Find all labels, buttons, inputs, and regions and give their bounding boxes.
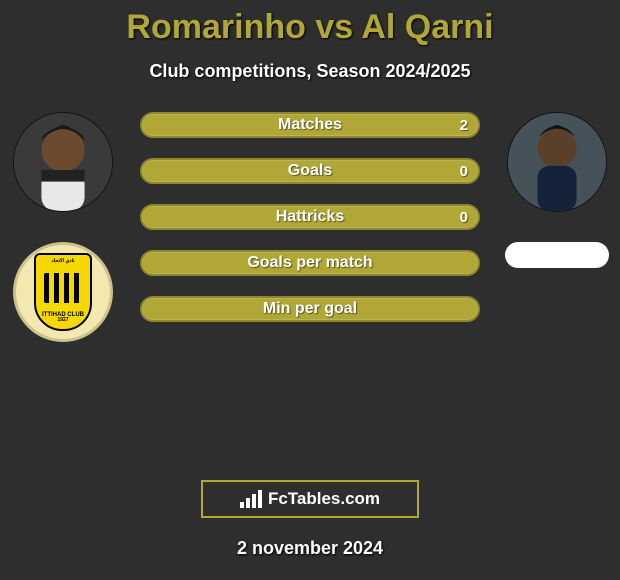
right-player-photo [507,112,607,212]
content-area: نادي الاتحاد ITTIHAD CLUB 1927 [0,112,620,372]
stat-bar-goals-per-match: Goals per match [140,250,480,276]
left-club-badge: نادي الاتحاد ITTIHAD CLUB 1927 [13,242,113,342]
stat-right-value: 2 [460,117,468,134]
stat-label: Min per goal [263,300,357,318]
right-club-badge [505,242,609,268]
stat-bar-matches: Matches 2 [140,112,480,138]
comparison-card: Romarinho vs Al Qarni Club competitions,… [0,0,620,559]
stat-bar-goals: Goals 0 [140,158,480,184]
brand-text: FcTables.com [268,489,380,509]
page-title: Romarinho vs Al Qarni [0,8,620,47]
footer: FcTables.com 2 november 2024 [0,480,620,559]
chart-icon [240,490,262,508]
right-player-column [502,112,612,268]
left-player-column: نادي الاتحاد ITTIHAD CLUB 1927 [8,112,118,342]
club-badge-shield-icon: نادي الاتحاد ITTIHAD CLUB 1927 [34,253,92,331]
brand-box: FcTables.com [201,480,419,518]
stat-bar-min-per-goal: Min per goal [140,296,480,322]
stat-right-value: 0 [460,163,468,180]
page-subtitle: Club competitions, Season 2024/2025 [0,61,620,82]
club-name-arabic: نادي الاتحاد [51,259,74,264]
left-player-photo [13,112,113,212]
player-avatar-icon [14,113,112,211]
stat-label: Hattricks [276,208,344,226]
date-text: 2 november 2024 [237,538,383,559]
stat-right-value: 0 [460,209,468,226]
stat-label: Goals [288,162,332,180]
player-avatar-icon [508,113,606,211]
stat-bars: Matches 2 Goals 0 Hattricks 0 Goals per … [140,112,480,322]
club-stripes-icon [44,273,82,303]
stat-label: Goals per match [247,254,372,272]
stat-label: Matches [278,116,342,134]
stat-bar-hattricks: Hattricks 0 [140,204,480,230]
club-year: 1927 [42,318,84,323]
